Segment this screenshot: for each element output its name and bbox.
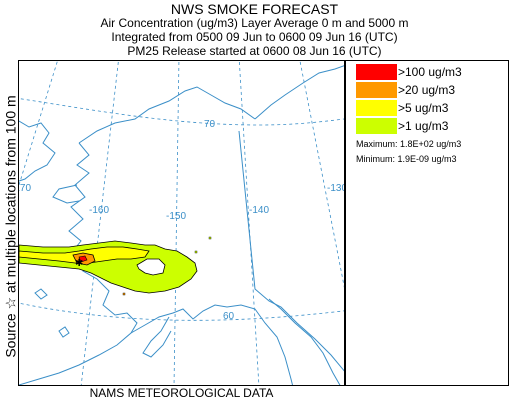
coastlines — [19, 65, 344, 385]
parallel-60 — [19, 302, 344, 321]
plume-speck — [194, 250, 198, 254]
legend-label: >1 ug/m3 — [398, 119, 449, 133]
legend-label: >20 ug/m3 — [398, 83, 456, 97]
meridian-170 — [19, 61, 58, 187]
south-coast — [130, 304, 294, 385]
island — [58, 326, 70, 338]
chukotka-coast — [19, 120, 56, 182]
legend-item-gt-100: >100 ug/m3 — [356, 64, 506, 80]
panhandle-coast — [268, 298, 341, 385]
legend-maximum: Maximum: 1.8E+02 ug/m3 — [356, 139, 462, 149]
plume-hole — [136, 258, 166, 276]
smoke-plume — [19, 236, 212, 296]
plume-speck — [208, 236, 212, 240]
legend-minimum: Minimum: 1.9E-09 ug/m3 — [356, 154, 457, 164]
longitude-label: -140 — [249, 205, 270, 216]
plume-gt-100 — [78, 255, 88, 263]
footer-data-source: NAMS METEOROLOGICAL DATA — [89, 386, 274, 400]
meridian-160 — [80, 61, 119, 385]
graticule — [19, 61, 344, 385]
north-coast — [78, 86, 256, 144]
legend-swatch — [356, 82, 397, 98]
legend-swatch — [356, 118, 397, 134]
meridian-130 — [299, 61, 344, 288]
longitude-label: -160 — [89, 205, 110, 216]
meridian-150 — [173, 61, 180, 385]
smoke-map: ✱ -170 -160 -150 -140 -130 70 60 — [18, 60, 345, 386]
parallel-70 — [19, 98, 344, 126]
source-star-icon: ✱ — [75, 258, 83, 269]
island — [34, 288, 48, 300]
longitude-label: -170 — [19, 183, 32, 194]
seward-peninsula — [52, 184, 80, 204]
canada-arctic-coast — [254, 65, 344, 120]
alaska-canada-border — [238, 130, 344, 372]
legend-swatch — [356, 64, 397, 80]
kodiak-island — [142, 316, 172, 358]
map-title: NWS SMOKE FORECAST — [170, 1, 339, 17]
concentration-legend: >100 ug/m3 >20 ug/m3 >5 ug/m3 >1 ug/m3 M… — [345, 60, 509, 386]
longitude-label: -150 — [166, 211, 187, 222]
latitude-label: 70 — [204, 119, 216, 130]
legend-label: >100 ug/m3 — [398, 65, 462, 79]
legend-swatch — [356, 100, 397, 116]
plume-speck — [122, 292, 126, 296]
map-canvas: ✱ — [19, 61, 344, 385]
meridian-140 — [238, 61, 260, 385]
legend-item-gt-20: >20 ug/m3 — [356, 82, 506, 98]
legend-item-gt-1: >1 ug/m3 — [356, 118, 506, 134]
legend-label: >5 ug/m3 — [398, 101, 449, 115]
source-side-label: Source ☆ at multiple locations from 100 … — [2, 95, 19, 358]
legend-item-gt-5: >5 ug/m3 — [356, 100, 506, 116]
subtitle-concentration: Air Concentration (ug/m3) Layer Average … — [100, 16, 409, 30]
longitude-label: -130 — [327, 183, 344, 194]
west-coast — [19, 142, 138, 385]
subtitle-release-start: PM25 Release started at 0600 08 Jun 16 (… — [127, 44, 382, 58]
latitude-label: 60 — [223, 311, 235, 322]
subtitle-integration-period: Integrated from 0500 09 Jun to 0600 09 J… — [111, 30, 398, 44]
